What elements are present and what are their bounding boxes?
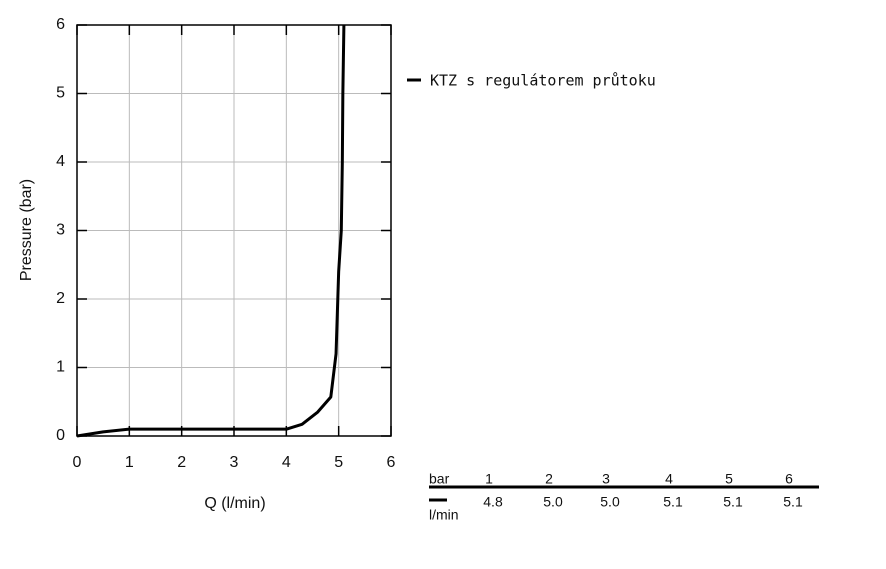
x-tick-label: 5 bbox=[334, 454, 343, 471]
x-tick-label: 6 bbox=[387, 454, 396, 471]
table-column: 4 bbox=[665, 471, 673, 487]
y-tick-label: 5 bbox=[56, 85, 65, 102]
table-cell: 5.0 bbox=[600, 494, 620, 510]
x-tick-label: 4 bbox=[282, 454, 291, 471]
table-cell: 4.8 bbox=[483, 494, 503, 510]
y-tick-label: 3 bbox=[56, 222, 65, 239]
y-tick-label: 1 bbox=[56, 359, 65, 376]
y-tick-label: 4 bbox=[56, 153, 65, 170]
x-tick-label: 2 bbox=[177, 454, 186, 471]
table-column: 1 bbox=[485, 471, 493, 487]
x-tick-label: 3 bbox=[230, 454, 239, 471]
x-tick-label: 1 bbox=[125, 454, 134, 471]
table-column: 3 bbox=[602, 471, 610, 487]
x-tick-label: 0 bbox=[73, 454, 82, 471]
y-tick-label: 0 bbox=[56, 427, 65, 444]
y-axis-label: Pressure (bar) bbox=[18, 179, 35, 281]
table-column: 2 bbox=[545, 471, 553, 487]
table-cell: 5.1 bbox=[783, 494, 803, 510]
table-cell: 5.0 bbox=[543, 494, 563, 510]
legend-label: KTZ s regulátorem průtoku bbox=[430, 72, 656, 90]
data-line bbox=[76, 24, 346, 438]
table-header: bar bbox=[429, 471, 450, 487]
table-row-label: l/min bbox=[429, 507, 459, 523]
table-column: 6 bbox=[785, 471, 793, 487]
plot-frame bbox=[76, 24, 392, 437]
x-axis-label: Q (l/min) bbox=[204, 495, 265, 512]
y-tick-label: 6 bbox=[56, 16, 65, 33]
table-cell: 5.1 bbox=[723, 494, 743, 510]
table-cell: 5.1 bbox=[663, 494, 683, 510]
table-column: 5 bbox=[725, 471, 733, 487]
y-tick-label: 2 bbox=[56, 290, 65, 307]
